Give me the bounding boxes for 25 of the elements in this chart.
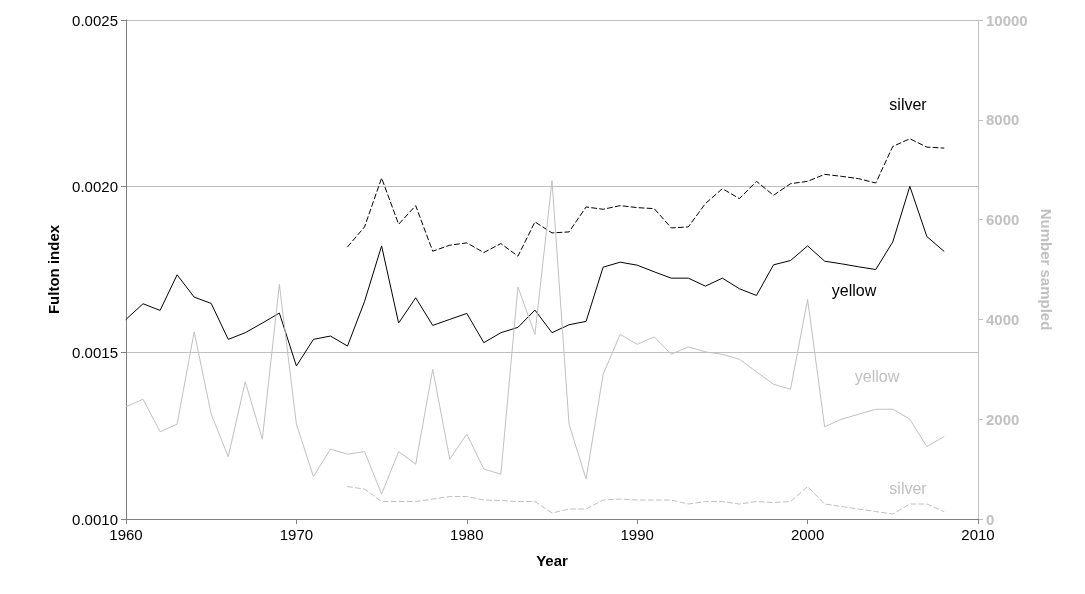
y-tick-label: 0.0020 — [72, 177, 118, 195]
series-label: yellow — [854, 367, 900, 385]
y2-axis-title: Number sampled — [1037, 208, 1055, 331]
y-tick-label: 0.0015 — [72, 344, 118, 362]
line-series — [125, 185, 945, 367]
x-tick-label: 1970 — [279, 526, 314, 543]
series-label: silver — [889, 479, 928, 497]
y-tick-label: 0.0010 — [72, 510, 118, 528]
series-label: yellow — [831, 281, 877, 299]
y-tick-label: 0.0025 — [72, 11, 118, 29]
x-tick-label: 2010 — [961, 526, 995, 543]
y2-tick-label: 10000 — [986, 11, 1028, 29]
y2-tick-label: 4000 — [986, 310, 1020, 328]
line-series — [347, 138, 945, 257]
x-tick-label: 2000 — [790, 526, 825, 543]
series-label: silver — [889, 95, 928, 113]
y2-tick-label: 6000 — [986, 211, 1020, 229]
x-tick-label: 1960 — [109, 526, 143, 543]
y2-tick-label: 0 — [986, 510, 995, 528]
y2-tick-label: 2000 — [986, 410, 1020, 428]
x-tick-label: 1990 — [620, 526, 654, 543]
x-axis-title: Year — [536, 552, 569, 569]
y-axis-title: Fulton index — [45, 224, 63, 315]
x-tick-label: 1980 — [450, 526, 484, 543]
y2-tick-label: 8000 — [986, 111, 1020, 129]
